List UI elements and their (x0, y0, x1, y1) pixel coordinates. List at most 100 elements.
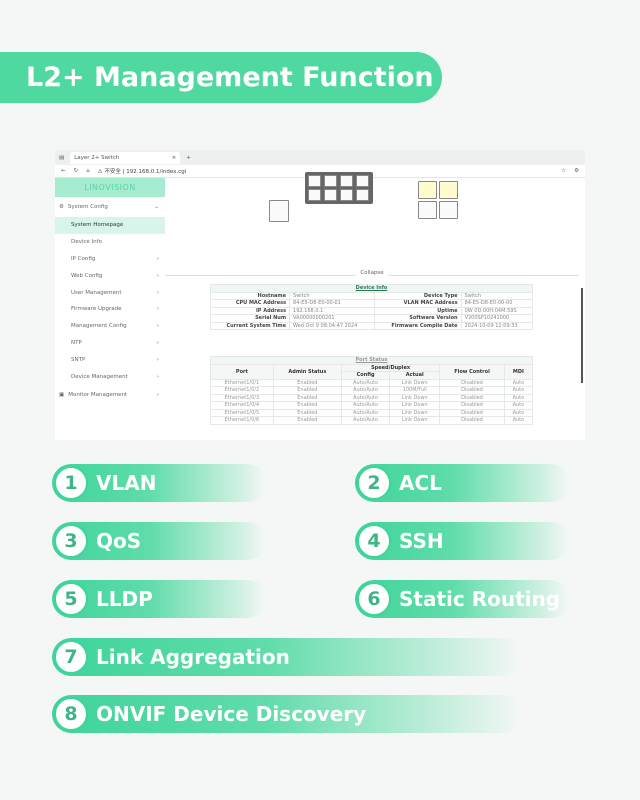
table-row: Ethernet1/0/5 Enabled Auto/Auto Link Down Di… (210, 408, 534, 417)
ethernet-port[interactable] (340, 175, 353, 187)
sidebar-item[interactable]: ⚙ System Config ⌄ (55, 197, 165, 217)
table-row: Hostname Switch Device Type Switch (209, 291, 534, 300)
chevron-icon: › (156, 272, 159, 279)
table-row: CPU MAC Address 84-E5-D8-E0-00-01 VLAN MAC… (209, 299, 534, 308)
cell: Disabled (439, 401, 505, 410)
sfp-port[interactable] (418, 201, 437, 219)
table-row: IP Address 192.168.0.1 Uptime 0W 0D 00H:04M… (209, 306, 534, 315)
feature-badge: 1 VLAN (52, 464, 267, 502)
feature-number: 8 (54, 697, 88, 731)
cell: Disabled (439, 386, 505, 395)
home-icon[interactable]: ⌂ (86, 168, 90, 174)
cell: Auto (503, 408, 534, 417)
cell: Enabled (272, 401, 342, 410)
cell: Auto (503, 416, 534, 425)
chevron-icon: › (156, 323, 159, 330)
sidebar-item[interactable]: ▣ Monitor Management › (55, 385, 165, 405)
insecure-label: 不安全 (104, 169, 121, 175)
sfp-port[interactable] (439, 201, 458, 219)
ethernet-port[interactable] (356, 175, 369, 187)
reload-icon[interactable]: ↻ (73, 168, 79, 174)
info-label: CPU MAC Address (209, 299, 291, 308)
info-label: IP Address (209, 306, 291, 315)
sidebar-item-label: Device Info (71, 239, 102, 246)
ethernet-port[interactable] (356, 189, 369, 201)
sidebar-item[interactable]: User Management › (55, 284, 165, 301)
favorite-icon[interactable]: ☆ (561, 168, 567, 174)
ethernet-port[interactable] (324, 175, 337, 187)
sidebar-item[interactable]: Device Info (55, 234, 165, 251)
header-config: Config (340, 371, 391, 380)
sidebar-item-label: System Config (67, 204, 108, 210)
tab-title: Layer 2+ Switch (74, 154, 120, 161)
cell: Auto/Auto (340, 378, 391, 387)
browser-menu-icon[interactable]: ▤ (59, 154, 65, 161)
sidebar-item-label: Management Config (71, 323, 127, 330)
sidebar-item[interactable]: SNTP › (55, 351, 165, 368)
info-label: Uptime (373, 306, 462, 315)
cell: Link Down (389, 393, 441, 402)
cell: Disabled (439, 408, 505, 417)
info-value: 0W 0D 00H:04M:59S (460, 306, 534, 315)
chevron-icon: › (156, 391, 159, 398)
cell: Auto/Auto (340, 416, 391, 425)
sidebar-item[interactable]: Device Management › (55, 368, 165, 385)
header-actual: Actual (389, 371, 441, 380)
ethernet-port[interactable] (308, 189, 321, 201)
sidebar-item[interactable]: NTP › (55, 335, 165, 352)
ethernet-port[interactable] (340, 189, 353, 201)
sidebar-item[interactable]: System Homepage (55, 217, 165, 234)
feature-number: 2 (357, 466, 391, 500)
cell: 100M/Full (389, 386, 441, 395)
collapse-toggle[interactable]: Collapse (165, 270, 579, 276)
table-row: Serial Num VA00000000201 Software Version V… (209, 314, 534, 323)
feature-number: 3 (54, 524, 88, 558)
sidebar-item[interactable]: Management Config › (55, 318, 165, 335)
device-info-table: Device Info Hostname Switch Device Type Swit… (209, 284, 534, 330)
cell: Ethernet1/0/4 (210, 401, 274, 410)
cell: Auto/Auto (340, 408, 391, 417)
sidebar-item[interactable]: Web Config › (55, 267, 165, 284)
feature-badge: 4 SSH (355, 522, 570, 560)
chevron-icon: › (156, 255, 159, 262)
ethernet-port[interactable] (308, 175, 321, 187)
cell: Enabled (272, 378, 342, 387)
sidebar-item[interactable]: IP Config › (55, 251, 165, 268)
cell: Enabled (272, 416, 342, 425)
feature-badge: 6 Static Routing (355, 580, 570, 618)
main-content: Collapse Device Info Hostname Switch Device… (165, 172, 585, 440)
sidebar-item[interactable]: Firmware Upgrade › (55, 301, 165, 318)
cell: Ethernet1/0/5 (210, 408, 274, 417)
back-icon[interactable]: ← (61, 168, 66, 174)
sidebar-item-label: Monitor Management (68, 391, 128, 398)
sidebar: LINOVISION ⚙ System Config ⌄ System Homepag… (55, 178, 165, 440)
chevron-icon: › (156, 306, 159, 313)
url-field[interactable]: ⚠ 不安全 | 192.168.0.1/index.cgi (97, 169, 187, 175)
new-tab-button[interactable]: + (186, 154, 191, 161)
feature-label: QoS (96, 529, 142, 553)
close-tab-icon[interactable]: × (171, 154, 177, 161)
cell: Auto (503, 378, 534, 387)
sidebar-item-label: NTP (71, 339, 82, 346)
header-flow: Flow Control (439, 363, 505, 380)
scrollbar[interactable] (581, 288, 583, 383)
chevron-icon: ⌄ (154, 204, 159, 210)
cell: Auto (503, 386, 534, 395)
cell: Enabled (272, 393, 342, 402)
info-value: Switch (289, 291, 375, 300)
console-port (269, 200, 289, 222)
sfp-port[interactable] (439, 181, 458, 199)
cell: Auto/Auto (340, 401, 391, 410)
info-label: Hostname (209, 291, 291, 300)
device-info-caption: Device Info (210, 284, 533, 293)
table-row: Ethernet1/0/3 Enabled Auto/Auto Link Down Di… (210, 393, 534, 402)
sfp-port[interactable] (418, 181, 437, 199)
sidebar-item-label: Firmware Upgrade (71, 306, 122, 313)
settings-icon[interactable]: ⚙ (574, 168, 579, 174)
info-value: V200SP10241000 (460, 314, 534, 323)
header-speed: Speed/Duplex (340, 363, 441, 372)
ethernet-port[interactable] (324, 189, 337, 201)
cell: Ethernet1/0/2 (210, 386, 274, 395)
info-value: 84-E5-D8-E0-00-01 (289, 299, 375, 308)
browser-tab[interactable]: Layer 2+ Switch × (70, 151, 181, 164)
